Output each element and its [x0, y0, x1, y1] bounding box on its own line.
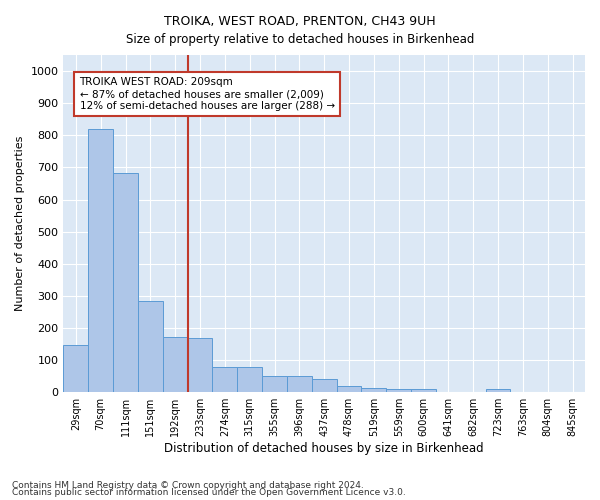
Bar [386, 389, 411, 392]
Bar [163, 337, 188, 392]
Bar [64, 344, 88, 392]
Bar [287, 376, 312, 392]
Text: Size of property relative to detached houses in Birkenhead: Size of property relative to detached ho… [126, 32, 474, 46]
Bar [88, 129, 113, 392]
Bar [337, 386, 361, 392]
Text: TROIKA, WEST ROAD, PRENTON, CH43 9UH: TROIKA, WEST ROAD, PRENTON, CH43 9UH [164, 15, 436, 28]
Bar [138, 302, 163, 392]
Bar [312, 380, 337, 392]
Bar [485, 389, 511, 392]
Bar [212, 367, 237, 392]
Y-axis label: Number of detached properties: Number of detached properties [15, 136, 25, 312]
Bar [188, 338, 212, 392]
Bar [113, 173, 138, 392]
Bar [262, 376, 287, 392]
Text: Contains public sector information licensed under the Open Government Licence v3: Contains public sector information licen… [12, 488, 406, 497]
Bar [361, 388, 386, 392]
Text: TROIKA WEST ROAD: 209sqm
← 87% of detached houses are smaller (2,009)
12% of sem: TROIKA WEST ROAD: 209sqm ← 87% of detach… [80, 78, 335, 110]
X-axis label: Distribution of detached houses by size in Birkenhead: Distribution of detached houses by size … [164, 442, 484, 455]
Text: Contains HM Land Registry data © Crown copyright and database right 2024.: Contains HM Land Registry data © Crown c… [12, 480, 364, 490]
Bar [237, 367, 262, 392]
Bar [411, 389, 436, 392]
